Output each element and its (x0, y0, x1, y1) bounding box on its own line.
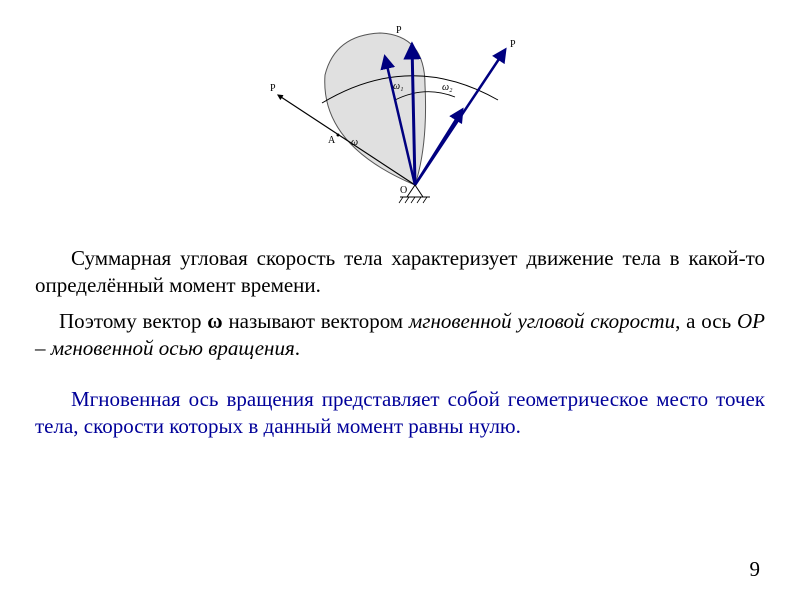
label-p-right: P (510, 39, 516, 50)
p3-text: Мгновенная ось вращения представляет соб… (35, 387, 765, 438)
fixed-support-icon (407, 185, 423, 197)
p2-mid: называют вектором (223, 309, 409, 333)
p2-pre: Поэтому вектор (59, 309, 207, 333)
point-a-mark (337, 134, 340, 137)
p2-end: . (295, 336, 300, 360)
p2-ital1: мгновенной угловой скорости (409, 309, 675, 333)
label-omega1: ω₁ (393, 81, 404, 92)
label-a: A (328, 135, 336, 146)
p2-ital2: мгновенной осью вращения (51, 336, 295, 360)
label-omega2: ω₂ (442, 82, 453, 93)
diagram-container: P P P A O ω ω₁ ω₂ (0, 0, 800, 225)
label-p-top: P (396, 25, 402, 36)
paragraph-1: Суммарная угловая скорость тела характер… (35, 245, 765, 300)
label-p-left: P (270, 83, 276, 94)
p2-op: OP (737, 309, 765, 333)
label-o: O (400, 185, 407, 196)
p2-mid2: , а ось (675, 309, 737, 333)
p1-text: Суммарная угловая скорость тела характер… (35, 246, 765, 297)
paragraph-3: Мгновенная ось вращения представляет соб… (35, 386, 765, 441)
vector-diagram: P P P A O ω ω₁ ω₂ (230, 15, 570, 215)
label-omega: ω (351, 137, 358, 148)
body-text: Суммарная угловая скорость тела характер… (0, 225, 800, 441)
page-number: 9 (750, 557, 761, 582)
p2-mid3: – (35, 336, 51, 360)
paragraph-2: Поэтому вектор ω называют вектором мгнов… (35, 308, 765, 363)
omega-symbol: ω (207, 309, 222, 333)
